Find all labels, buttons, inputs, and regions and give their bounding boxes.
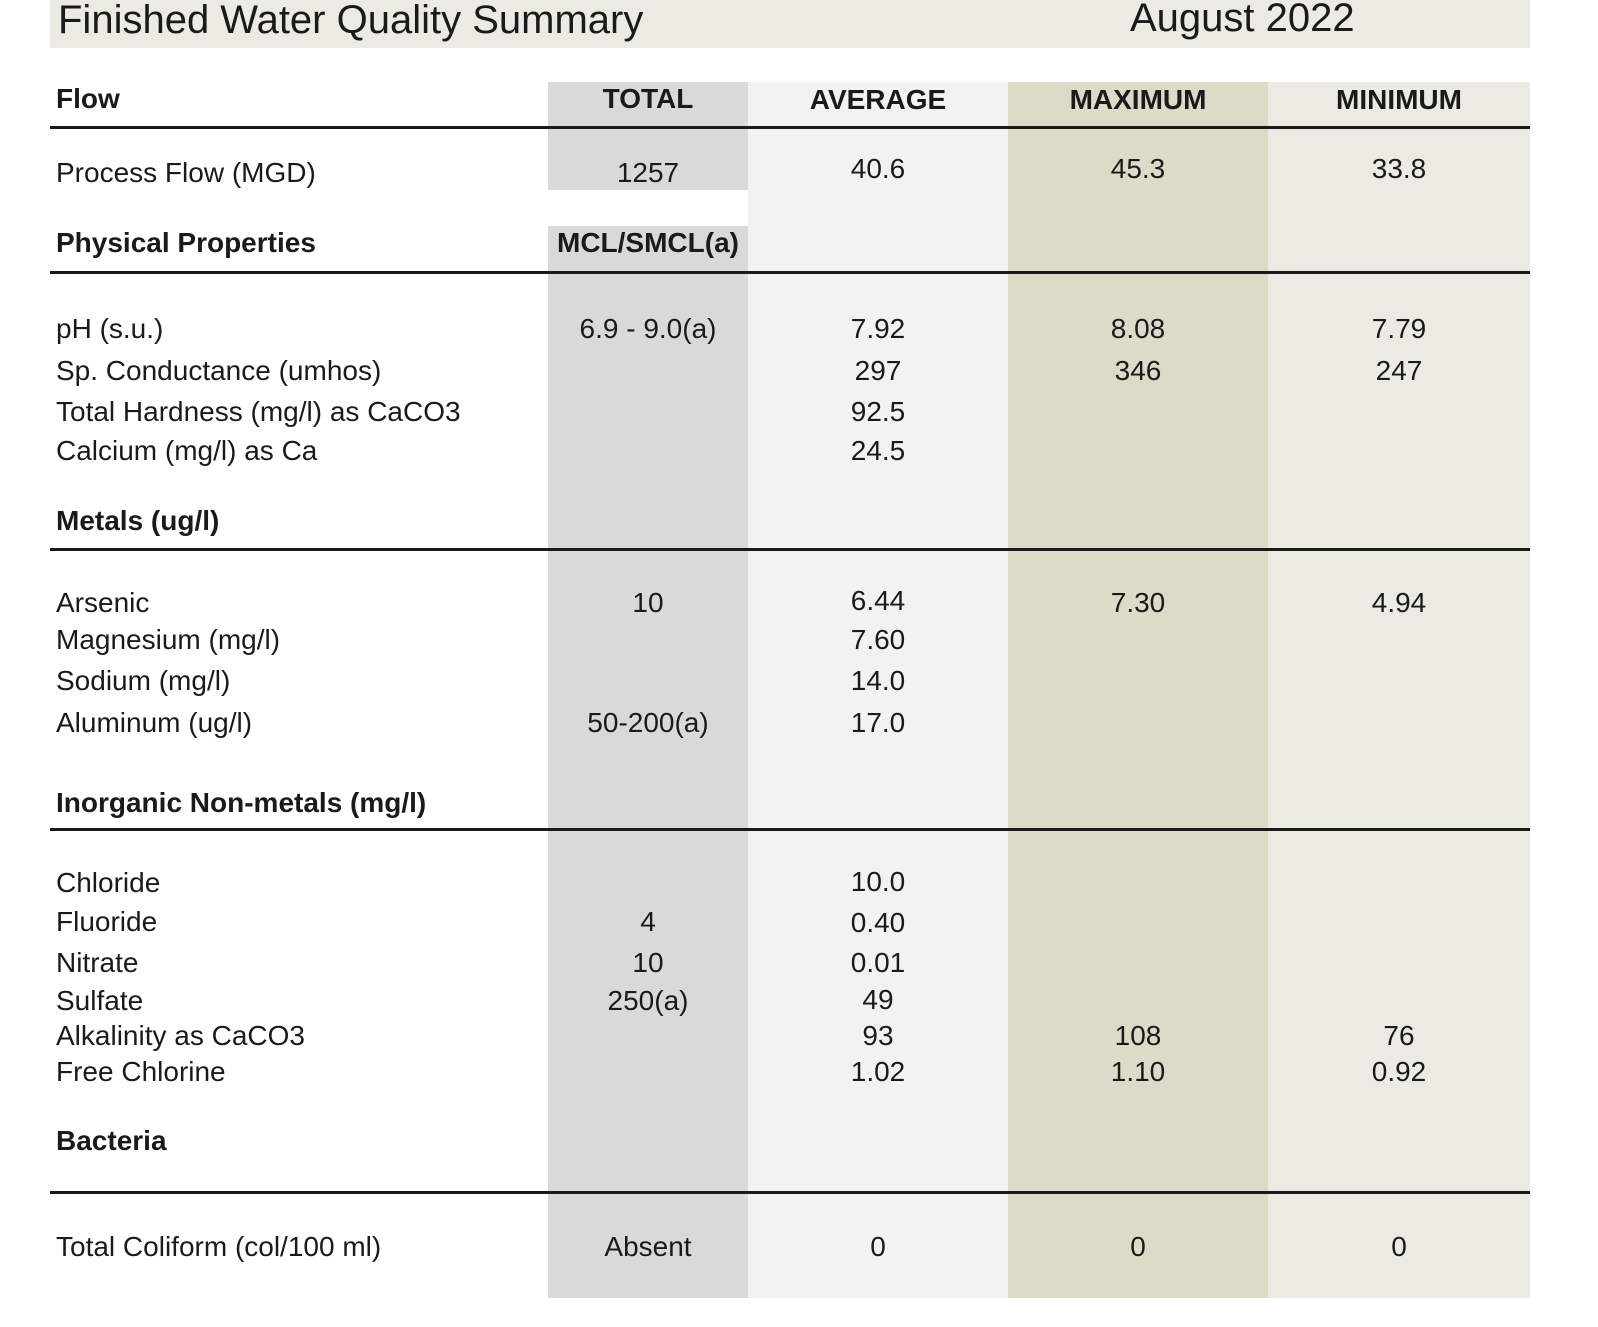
mcl-column-band (548, 226, 748, 1298)
row-average: 1.02 (850, 1056, 906, 1087)
page-title: Finished Water Quality Summary (58, 0, 644, 42)
row-label: Free Chlorine (56, 1056, 226, 1087)
row-mcl: 250(a) (607, 985, 689, 1016)
process-flow-average: 40.6 (850, 153, 906, 184)
row-average: 7.92 (850, 313, 906, 344)
flow-section-label: Flow (56, 83, 120, 114)
metals-divider (50, 548, 1530, 551)
row-mcl: 10 (632, 587, 664, 618)
process-flow-maximum: 45.3 (1110, 153, 1166, 184)
row-label: Total Hardness (mg/l) as CaCO3 (56, 396, 461, 427)
row-average: 14.0 (850, 665, 906, 696)
row-mcl: 4 (640, 906, 656, 937)
row-average: 49 (862, 984, 894, 1015)
row-average: 10.0 (850, 866, 906, 897)
row-label: Sp. Conductance (umhos) (56, 355, 382, 386)
row-maximum: 7.30 (1110, 587, 1166, 618)
row-label: Chloride (56, 867, 161, 898)
row-minimum: 0.92 (1371, 1056, 1427, 1087)
row-average: 93 (862, 1020, 894, 1051)
mcl-header: MCL/SMCL(a) (557, 227, 739, 258)
header-maximum: MAXIMUM (1069, 84, 1207, 115)
row-minimum: 0 (1391, 1231, 1407, 1262)
header-total: TOTAL (602, 83, 694, 114)
row-average: 24.5 (850, 435, 906, 466)
minimum-column-band (1268, 82, 1530, 1298)
row-minimum: 76 (1383, 1020, 1415, 1051)
header-average: AVERAGE (809, 84, 947, 115)
total-column-band-top (548, 82, 748, 190)
row-minimum: 247 (1375, 355, 1423, 386)
row-maximum: 108 (1114, 1020, 1162, 1051)
metals-section-label: Metals (ug/l) (56, 505, 220, 536)
row-label: Alkalinity as CaCO3 (56, 1020, 305, 1051)
row-minimum: 4.94 (1371, 587, 1427, 618)
process-flow-label: Process Flow (MGD) (56, 157, 316, 188)
average-column-band (748, 82, 1008, 1298)
physical-divider (50, 271, 1530, 274)
title-bar (50, 0, 1530, 48)
inorganic-divider (50, 828, 1530, 831)
row-label: Fluoride (56, 906, 158, 937)
header-divider (50, 126, 1530, 129)
row-label: Magnesium (mg/l) (56, 624, 281, 655)
row-average: 297 (854, 355, 902, 386)
row-label: Sulfate (56, 985, 144, 1016)
row-label: Arsenic (56, 587, 150, 618)
row-average: 17.0 (850, 707, 906, 738)
row-mcl: Absent (604, 1231, 692, 1262)
row-average: 7.60 (850, 624, 906, 655)
row-label: Total Coliform (col/100 ml) (56, 1231, 382, 1262)
row-label: pH (s.u.) (56, 313, 164, 344)
row-average: 0.01 (850, 947, 906, 978)
row-average: 92.5 (850, 396, 906, 427)
row-average: 0.40 (850, 907, 906, 938)
row-maximum: 0 (1130, 1231, 1146, 1262)
row-mcl: 6.9 - 9.0(a) (579, 313, 717, 344)
report-period: August 2022 (1130, 0, 1355, 40)
row-maximum: 1.10 (1110, 1056, 1166, 1087)
process-flow-total: 1257 (616, 157, 680, 188)
row-label: Sodium (mg/l) (56, 665, 231, 696)
row-average: 6.44 (850, 585, 906, 616)
bacteria-section-label: Bacteria (56, 1125, 167, 1156)
row-maximum: 8.08 (1110, 313, 1166, 344)
maximum-column-band (1008, 82, 1268, 1298)
row-label: Nitrate (56, 947, 139, 978)
process-flow-minimum: 33.8 (1371, 153, 1427, 184)
row-mcl: 10 (632, 947, 664, 978)
bacteria-divider (50, 1191, 1530, 1194)
row-label: Calcium (mg/l) as Ca (56, 435, 318, 466)
row-minimum: 7.79 (1371, 313, 1427, 344)
row-label: Aluminum (ug/l) (56, 707, 253, 738)
inorganic-section-label: Inorganic Non-metals (mg/l) (56, 787, 427, 818)
header-minimum: MINIMUM (1336, 84, 1462, 115)
row-mcl: 50-200(a) (587, 707, 709, 738)
row-average: 0 (870, 1231, 886, 1262)
row-maximum: 346 (1114, 355, 1162, 386)
physical-section-label: Physical Properties (56, 227, 316, 258)
